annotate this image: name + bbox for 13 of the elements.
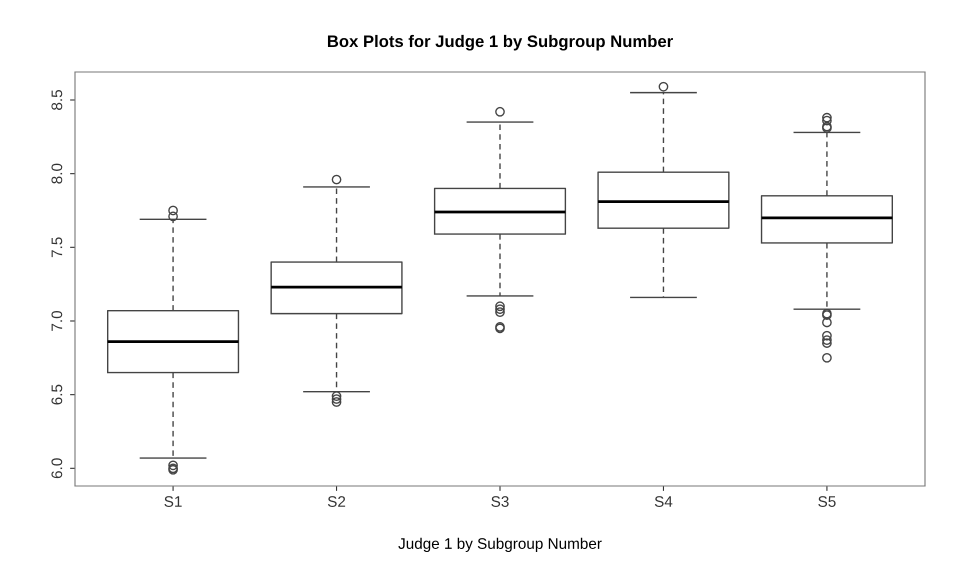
y-tick-label: 6.5: [51, 384, 62, 404]
y-tick-label: 7.0: [51, 310, 62, 331]
x-tick-label: S4: [654, 496, 672, 507]
y-tick-label: 8.5: [51, 90, 62, 110]
y-tick-label: 8.0: [51, 164, 62, 184]
x-tick-label: S1: [164, 496, 182, 507]
x-tick-label: S2: [328, 496, 346, 507]
chart-title: Box Plots for Judge 1 by Subgroup Number: [328, 34, 673, 51]
y-tick-label: 6.0: [51, 458, 62, 478]
x-tick-label: S3: [491, 496, 509, 507]
y-tick-label: 7.5: [52, 237, 62, 258]
x-axis-title: Judge 1 by Subgroup Number: [398, 538, 602, 552]
x-tick-label: S5: [818, 496, 836, 507]
